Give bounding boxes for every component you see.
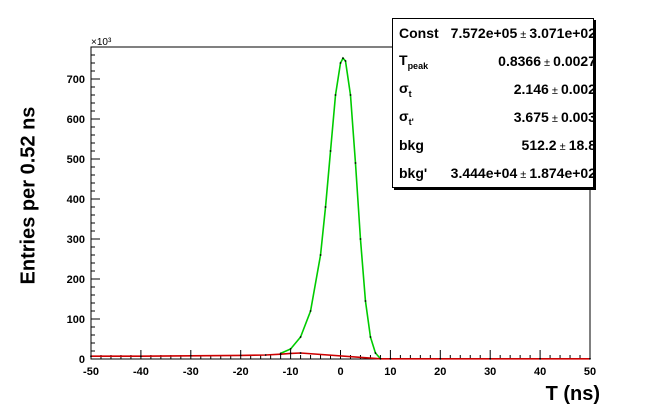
data-point bbox=[364, 300, 367, 302]
data-point bbox=[349, 94, 352, 96]
stats-label: σt bbox=[399, 79, 412, 99]
data-point bbox=[359, 238, 362, 240]
data-point bbox=[342, 57, 344, 60]
data-point bbox=[319, 254, 322, 256]
stats-row: Const 7.572e+05 ± 3.071e+02 bbox=[393, 19, 602, 47]
stats-value: 3.444e+04 ± 1.874e+02 bbox=[450, 165, 596, 181]
data-point bbox=[324, 206, 327, 208]
data-point bbox=[389, 357, 392, 360]
stats-label: bkg bbox=[399, 137, 424, 153]
data-point bbox=[369, 336, 372, 338]
data-point bbox=[374, 352, 377, 354]
x-tick-label: 40 bbox=[534, 366, 546, 378]
data-point bbox=[264, 354, 267, 356]
x-tick-label: -50 bbox=[83, 366, 99, 378]
data-point bbox=[354, 162, 357, 164]
stats-value: 0.8366 ± 0.0027 bbox=[498, 53, 596, 69]
y-axis-label: Entries per 0.52 ns bbox=[17, 106, 40, 284]
y-tick-label: 200 bbox=[67, 274, 85, 286]
y-axis-label-wrap: Entries per 0.52 ns bbox=[4, 30, 54, 360]
data-point bbox=[289, 348, 292, 350]
data-point bbox=[489, 357, 492, 360]
x-tick-label: -40 bbox=[133, 366, 149, 378]
stats-label: Const bbox=[399, 25, 439, 41]
data-point bbox=[90, 355, 92, 358]
x-tick-label: 30 bbox=[484, 366, 496, 378]
data-point bbox=[334, 94, 337, 96]
data-point bbox=[289, 352, 292, 355]
y-tick-label: 500 bbox=[67, 154, 85, 166]
data-point bbox=[439, 357, 442, 360]
data-point bbox=[140, 355, 142, 358]
stats-row: bkg 512.2 ± 18.8 bbox=[393, 131, 602, 159]
data-point bbox=[279, 353, 282, 356]
stats-row: σt 2.146 ± 0.002 bbox=[393, 75, 602, 103]
stats-row: bkg' 3.444e+04 ± 1.874e+02 bbox=[393, 159, 602, 187]
stats-value: 2.146 ± 0.002 bbox=[513, 81, 596, 97]
data-point bbox=[539, 357, 541, 360]
data-point bbox=[299, 336, 302, 338]
x-tick-label: -10 bbox=[283, 366, 299, 378]
stats-value: 7.572e+05 ± 3.071e+02 bbox=[450, 25, 596, 41]
stats-table: Const 7.572e+05 ± 3.071e+02 Tpeak 0.8366 ± … bbox=[393, 19, 602, 187]
y-tick-label: 300 bbox=[67, 234, 85, 246]
series-line-0 bbox=[280, 56, 382, 360]
x-tick-label: 10 bbox=[384, 366, 396, 378]
data-point bbox=[309, 310, 312, 312]
y-tick-label: 100 bbox=[67, 314, 85, 326]
stats-box: Const 7.572e+05 ± 3.071e+02 Tpeak 0.8366 ± … bbox=[392, 18, 596, 188]
y-multiplier: ×10³ bbox=[91, 37, 112, 48]
data-point bbox=[339, 62, 342, 64]
y-tick-label: 0 bbox=[79, 354, 85, 366]
data-point bbox=[379, 357, 382, 360]
stats-value: 3.675 ± 0.003 bbox=[513, 109, 596, 125]
stats-label: Tpeak bbox=[399, 51, 429, 71]
x-tick-label: -20 bbox=[233, 366, 249, 378]
data-point bbox=[299, 352, 302, 354]
data-point bbox=[344, 60, 347, 62]
y-tick-label: 600 bbox=[67, 114, 85, 126]
stats-label: σt' bbox=[399, 107, 414, 127]
data-point bbox=[589, 357, 591, 360]
stats-value: 512.2 ± 18.8 bbox=[521, 137, 596, 153]
y-tick-label: 700 bbox=[67, 74, 85, 86]
data-point bbox=[239, 354, 242, 357]
data-point bbox=[329, 150, 332, 152]
y-tick-label: 400 bbox=[67, 194, 85, 206]
series-line-1 bbox=[91, 352, 590, 360]
x-axis-label: T (ns) bbox=[545, 383, 600, 405]
stats-row: Tpeak 0.8366 ± 0.0027 bbox=[393, 47, 602, 75]
stats-row: σt' 3.675 ± 0.003 bbox=[393, 103, 602, 131]
x-tick-label: 0 bbox=[337, 366, 343, 378]
axis-ticks: -50 -40 -30 -20 -10 0 10 20 30 40 5001002003004005… bbox=[67, 46, 596, 378]
series-group bbox=[90, 56, 591, 360]
data-point bbox=[189, 354, 192, 357]
x-tick-label: -30 bbox=[183, 366, 199, 378]
x-tick-label: 20 bbox=[434, 366, 446, 378]
x-tick-label: 50 bbox=[584, 366, 596, 378]
stats-label: bkg' bbox=[399, 165, 428, 181]
